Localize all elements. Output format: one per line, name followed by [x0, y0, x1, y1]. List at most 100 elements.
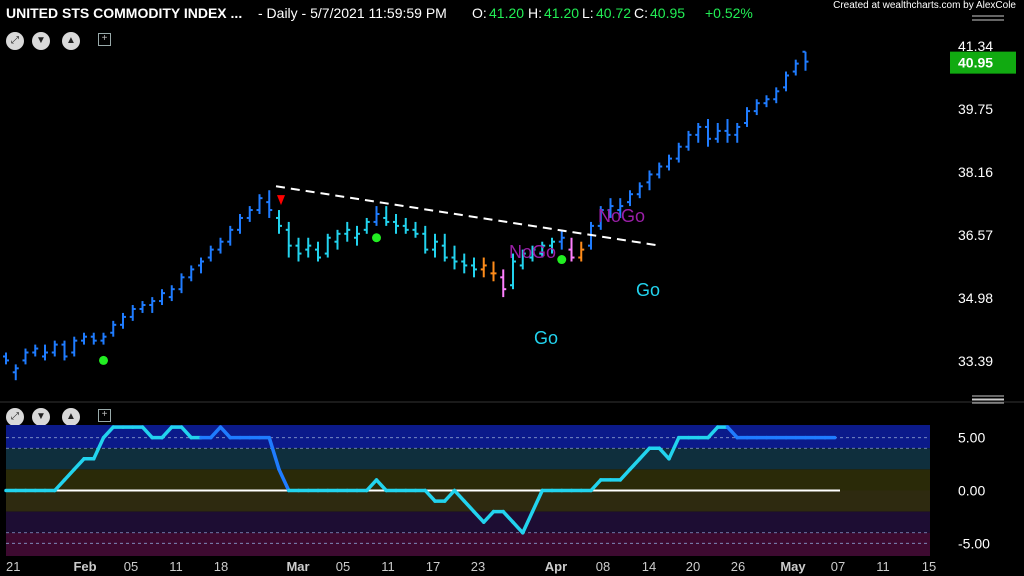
price-bar	[237, 214, 243, 234]
osc-segment	[589, 478, 603, 493]
osc-ytick-label: 0.00	[958, 483, 985, 499]
interval-timestamp: - Daily - 5/7/2021 11:59:59 PM	[258, 5, 447, 21]
add-panel-icon[interactable]: +	[98, 33, 111, 46]
osc-segment	[657, 446, 671, 461]
go-dot	[557, 255, 567, 265]
x-tick-label: 23	[471, 559, 485, 574]
price-bar	[802, 50, 809, 71]
trend-line	[275, 185, 661, 247]
go-dot	[99, 355, 108, 365]
price-bar	[666, 154, 672, 171]
price-bar	[763, 95, 770, 108]
osc-segment	[374, 478, 388, 493]
price-bar	[558, 229, 565, 250]
price-bar	[471, 257, 477, 278]
osc-ytick-label: 5.00	[958, 430, 985, 446]
high-label: H:	[528, 5, 542, 21]
signal-label-nogo: NoGo	[509, 242, 556, 262]
x-tick-label: 11	[381, 559, 395, 574]
price-bar	[363, 217, 370, 234]
price-bar	[627, 190, 633, 207]
price-bar	[744, 107, 750, 127]
price-bar	[773, 87, 780, 104]
price-bar	[783, 71, 789, 92]
price-bar	[61, 340, 68, 361]
price-bar	[3, 352, 9, 365]
osc-segment	[462, 499, 476, 514]
signal-label-go: Go	[534, 328, 558, 348]
go-dot	[372, 233, 381, 243]
chevron-down-icon[interactable]: ▼	[32, 408, 50, 426]
osc-segment	[667, 435, 681, 461]
osc-band-3	[6, 490, 930, 512]
price-ytick-label: 36.57	[958, 227, 993, 243]
price-bar	[110, 320, 117, 337]
price-bar	[480, 257, 487, 278]
signal-label-go: Go	[636, 280, 660, 300]
expand-icon[interactable]: ⤢	[6, 408, 24, 426]
price-bar	[334, 229, 341, 250]
x-tick-label: 11	[876, 559, 890, 574]
close-value: 40.95	[650, 5, 686, 21]
price-bar	[549, 237, 555, 254]
price-ytick-label: 34.98	[958, 290, 993, 306]
price-bar	[519, 249, 526, 270]
price-bar	[441, 233, 448, 262]
osc-segment	[452, 488, 466, 503]
price-bar	[432, 233, 438, 258]
osc-band-5	[6, 532, 930, 556]
price-bar	[354, 225, 360, 246]
price-bar	[695, 122, 702, 143]
x-tick-label: 20	[686, 559, 700, 574]
instrument-title: UNITED STS COMMODITY INDEX ...	[6, 5, 243, 21]
price-bar	[344, 221, 351, 242]
osc-segment	[511, 520, 525, 535]
price-bar	[568, 237, 575, 262]
open-value: 41.20	[489, 5, 525, 21]
osc-segment	[209, 425, 223, 440]
x-tick-label: Feb	[73, 559, 96, 574]
osc-segment	[101, 425, 115, 440]
osc-segment	[501, 509, 515, 524]
price-bar	[675, 142, 682, 163]
price-bar	[578, 241, 585, 262]
add-panel-icon[interactable]: +	[98, 409, 111, 422]
osc-segment	[179, 425, 193, 440]
osc-segment	[62, 467, 76, 482]
price-bar	[159, 289, 165, 306]
price-bar	[246, 206, 253, 222]
x-tick-label: 07	[831, 559, 845, 574]
price-bar	[198, 257, 204, 274]
price-bar	[227, 225, 234, 246]
price-bar	[207, 245, 214, 262]
price-bar	[597, 206, 604, 230]
osc-band-0	[6, 425, 930, 449]
signal-markers	[99, 185, 661, 365]
price-bar	[295, 237, 302, 262]
chevron-up-icon[interactable]: ▲	[62, 32, 80, 50]
chevron-up-icon[interactable]: ▲	[62, 408, 80, 426]
price-bar	[12, 364, 19, 381]
x-tick-label: May	[780, 559, 806, 574]
x-tick-label: 21	[6, 559, 20, 574]
price-bar	[305, 237, 312, 258]
price-bar	[383, 206, 390, 226]
price-bar	[461, 253, 468, 274]
low-label: L:	[582, 5, 594, 21]
chevron-down-icon[interactable]: ▼	[32, 32, 50, 50]
signal-label-nogo: NoGo	[598, 206, 645, 226]
price-bar	[285, 221, 292, 258]
osc-segment	[277, 467, 291, 493]
last-price-label: 40.95	[958, 55, 993, 71]
x-tick-label: 05	[336, 559, 350, 574]
osc-band-1	[6, 448, 930, 470]
x-tick-label: Mar	[286, 559, 309, 574]
expand-icon[interactable]: ⤢	[6, 32, 24, 50]
osc-segment	[267, 435, 281, 472]
x-tick-label: 14	[642, 559, 656, 574]
x-tick-label: 15	[922, 559, 936, 574]
osc-segment	[423, 488, 437, 503]
price-bar	[315, 241, 321, 262]
price-bar	[753, 99, 760, 116]
